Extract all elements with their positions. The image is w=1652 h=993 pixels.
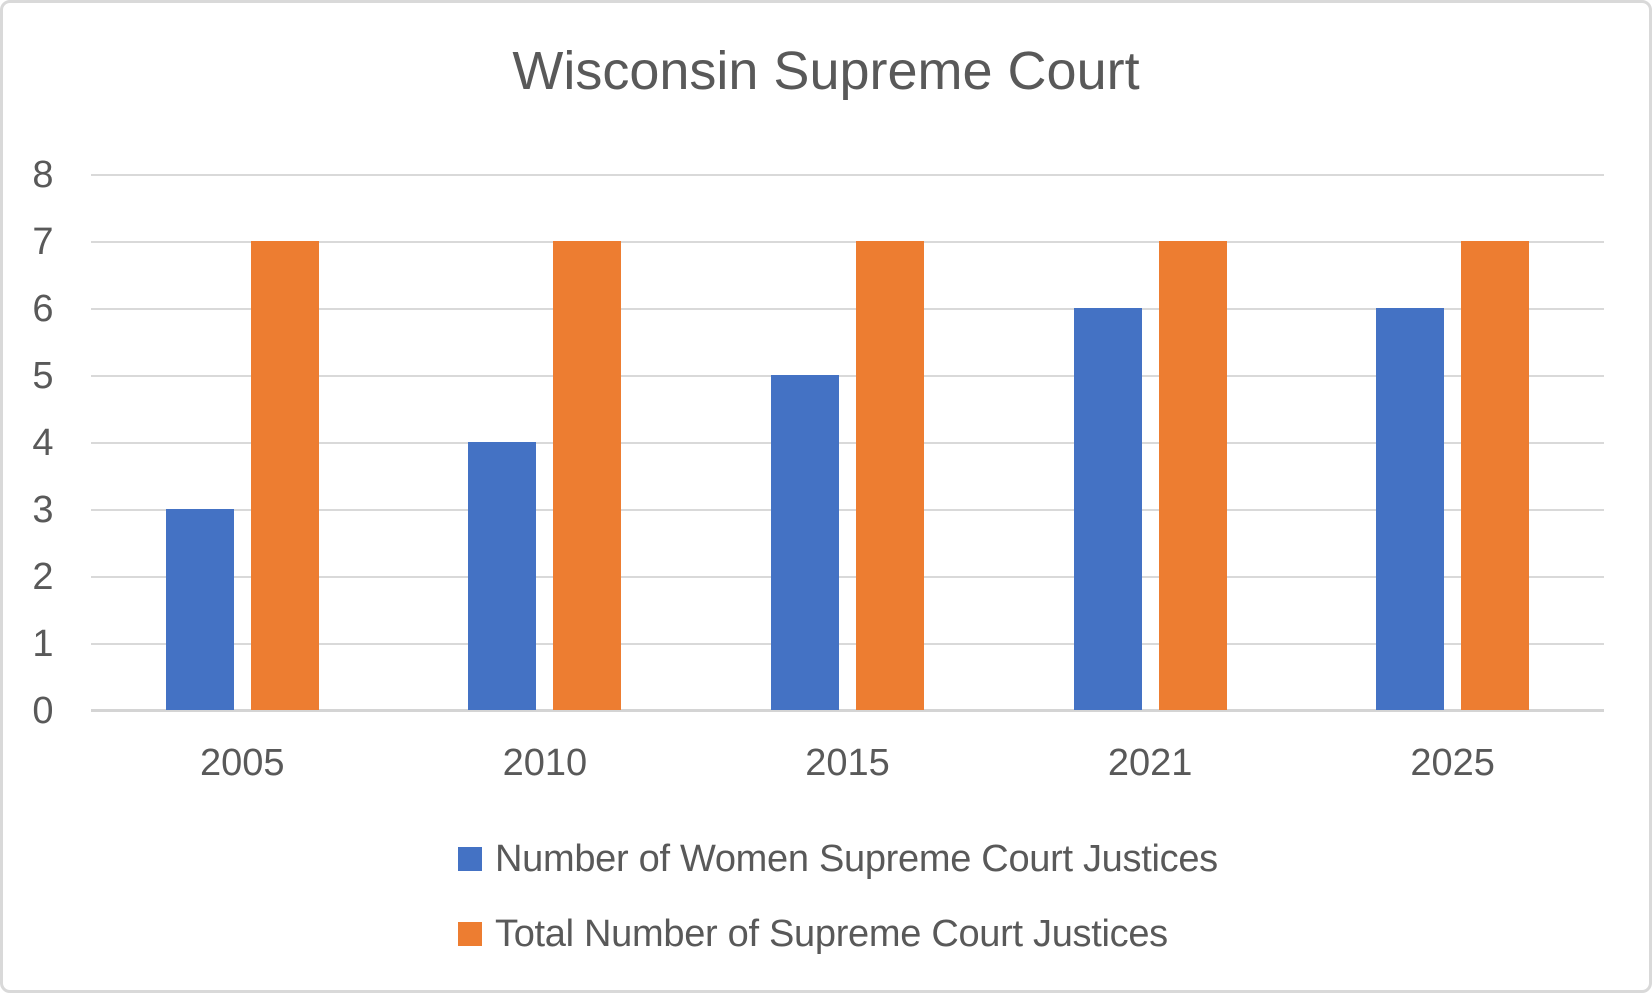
bar-total-2015: [856, 241, 924, 710]
y-tick-label-4: 4: [32, 422, 54, 464]
bar-women-2005: [165, 509, 234, 710]
bar-women-2015: [771, 375, 839, 710]
gridline-1: [91, 643, 1604, 645]
x-axis-line: [91, 709, 1604, 712]
gridline-7: [91, 241, 1604, 243]
x-tick-label-2015: 2015: [805, 742, 890, 784]
y-tick-label-3: 3: [32, 489, 54, 531]
legend-item-total-justices: Total Number of Supreme Court Justices: [458, 911, 1218, 957]
bar-total-2005: [250, 241, 319, 710]
gridline-6: [91, 308, 1604, 310]
gridline-3: [91, 509, 1604, 511]
legend-swatch-blue: [458, 847, 482, 871]
bar-total-2010: [553, 241, 622, 710]
gridline-4: [91, 442, 1604, 444]
bar-women-2025: [1376, 308, 1445, 710]
legend-swatch-orange: [458, 922, 482, 946]
y-tick-label-6: 6: [32, 288, 54, 330]
x-tick-label-2021: 2021: [1107, 742, 1193, 784]
legend-label-women-justices: Number of Women Supreme Court Justices: [495, 837, 1218, 880]
bar-total-2021: [1158, 241, 1227, 710]
gridline-8: [91, 174, 1604, 176]
y-tick-label-0: 0: [32, 690, 54, 732]
bar-women-2021: [1073, 308, 1142, 710]
y-tick-label-5: 5: [32, 355, 54, 397]
x-tick-label-2025: 2025: [1410, 742, 1495, 784]
bar-women-2010: [468, 442, 537, 710]
y-tick-label-2: 2: [32, 556, 54, 598]
y-tick-label-1: 1: [32, 623, 54, 665]
legend-label-total-justices: Total Number of Supreme Court Justices: [495, 912, 1168, 955]
legend-item-women-justices: Number of Women Supreme Court Justices: [458, 836, 1218, 882]
bar-total-2025: [1461, 241, 1530, 710]
x-tick-label-2010: 2010: [502, 742, 588, 784]
chart-title: Wisconsin Supreme Court: [512, 41, 1140, 101]
gridline-5: [91, 375, 1604, 377]
y-tick-label-8: 8: [32, 154, 54, 196]
legend: Number of Women Supreme Court Justices T…: [458, 836, 1218, 986]
y-tick-label-7: 7: [32, 221, 54, 263]
x-tick-label-2005: 2005: [200, 742, 285, 784]
plot-area: [91, 174, 1604, 712]
gridline-2: [91, 576, 1604, 578]
